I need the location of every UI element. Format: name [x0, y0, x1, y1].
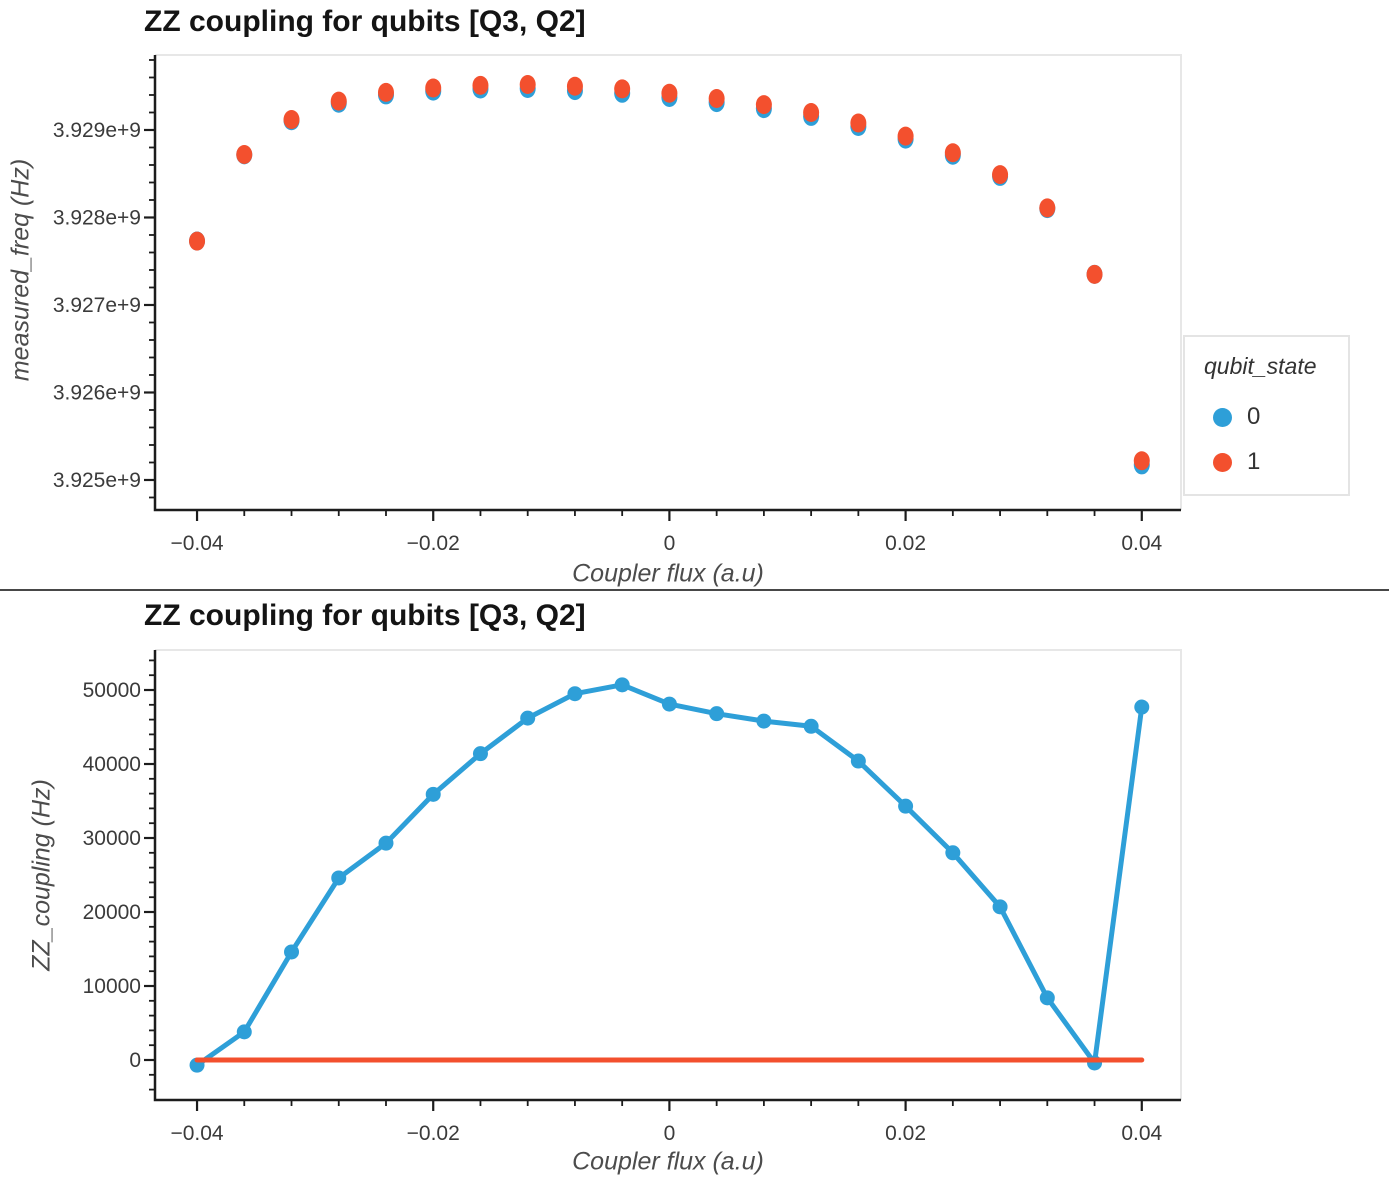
- data-point-state1: [519, 74, 536, 94]
- y-tick-label: 3.927e+9: [53, 294, 141, 317]
- data-point-ZZ_coupling: [331, 870, 347, 886]
- plot-border: [155, 54, 1182, 510]
- top-chart-title: ZZ coupling for qubits [Q3, Q2]: [144, 5, 586, 38]
- legend-marker-state0-icon: [1213, 407, 1232, 427]
- top-x-axis-title: Coupler flux (a.u): [572, 559, 764, 588]
- y-tick-label: 3.929e+9: [53, 119, 141, 142]
- plot-border: [155, 649, 1182, 1100]
- data-point-state1: [803, 102, 820, 122]
- x-tick-label: 0.02: [885, 532, 926, 555]
- x-tick-label: −0.04: [170, 532, 223, 555]
- section-divider: [0, 589, 1389, 591]
- data-point-ZZ_coupling: [284, 944, 300, 960]
- x-tick-label: −0.02: [407, 1122, 460, 1145]
- bottom-chart-title: ZZ coupling for qubits [Q3, Q2]: [144, 599, 586, 632]
- y-tick-label: 0: [129, 1049, 141, 1072]
- bottom-y-axis-title: ZZ_coupling (Hz): [27, 779, 56, 971]
- data-point-state1: [189, 231, 206, 251]
- data-point-state1: [755, 95, 772, 115]
- data-point-state1: [897, 126, 914, 146]
- data-point-state1: [330, 91, 347, 111]
- data-point-ZZ_coupling: [945, 845, 961, 861]
- data-point-state1: [944, 143, 961, 163]
- data-point-ZZ_coupling: [614, 677, 630, 693]
- y-tick-label: 20000: [83, 901, 141, 924]
- x-tick-label: 0.04: [1121, 1122, 1162, 1145]
- legend-label-state1: 1: [1247, 448, 1261, 475]
- x-tick-label: 0.02: [885, 1122, 926, 1145]
- data-point-ZZ_coupling: [898, 798, 914, 814]
- axis-line: [153, 650, 1181, 1102]
- y-tick-label: 40000: [83, 753, 141, 776]
- data-point-ZZ_coupling: [803, 718, 819, 734]
- data-point-ZZ_coupling: [850, 753, 866, 769]
- data-point-ZZ_coupling: [425, 786, 441, 802]
- y-tick-label: 10000: [83, 975, 141, 998]
- data-point-ZZ_coupling: [709, 706, 725, 722]
- data-point-ZZ_coupling: [520, 710, 536, 726]
- legend-item-state1: 1: [1213, 447, 1260, 477]
- data-point-state1: [566, 76, 583, 96]
- data-point-state1: [1133, 451, 1150, 471]
- data-point-ZZ_coupling: [661, 696, 677, 712]
- legend-marker-state1-icon: [1213, 452, 1232, 472]
- data-point-state1: [425, 78, 442, 98]
- data-point-state1: [992, 165, 1009, 185]
- data-point-ZZ_coupling: [472, 746, 488, 762]
- data-point-ZZ_coupling: [378, 835, 394, 851]
- data-point-state1: [1086, 264, 1103, 284]
- x-tick-label: 0.04: [1121, 532, 1162, 555]
- legend-title: qubit_state: [1204, 353, 1317, 379]
- data-point-ZZ_coupling: [567, 686, 583, 702]
- axis-line: [153, 55, 1181, 512]
- legend-label-state0: 0: [1247, 403, 1261, 430]
- data-point-state1: [472, 75, 489, 95]
- data-point-state1: [614, 79, 631, 99]
- y-tick-label: 3.925e+9: [53, 469, 141, 492]
- data-point-state1: [708, 88, 725, 108]
- y-tick-label: 30000: [83, 827, 141, 850]
- y-tick-label: 50000: [83, 679, 141, 702]
- data-point-ZZ_coupling: [992, 899, 1008, 915]
- y-tick-label: 3.926e+9: [53, 381, 141, 404]
- data-point-state1: [661, 83, 678, 103]
- x-tick-label: −0.04: [170, 1122, 223, 1145]
- x-tick-label: 0: [664, 532, 676, 555]
- data-point-ZZ_coupling: [1134, 699, 1150, 715]
- x-tick-label: 0: [664, 1122, 676, 1145]
- data-point-state1: [377, 82, 394, 102]
- data-point-state1: [850, 113, 867, 133]
- bottom-x-axis-title: Coupler flux (a.u): [572, 1147, 764, 1176]
- data-point-ZZ_coupling: [756, 713, 772, 729]
- data-point-state1: [236, 144, 253, 164]
- data-point-state1: [1039, 198, 1056, 218]
- y-tick-label: 3.928e+9: [53, 206, 141, 229]
- data-point-ZZ_coupling: [1039, 990, 1055, 1006]
- legend-item-state0: 0: [1213, 402, 1260, 432]
- top-y-axis-title: measured_freq (Hz): [6, 158, 35, 382]
- legend: qubit_state 0 1: [1183, 335, 1350, 496]
- data-point-ZZ_coupling: [236, 1024, 252, 1040]
- x-tick-label: −0.02: [407, 532, 460, 555]
- data-point-state1: [283, 109, 300, 129]
